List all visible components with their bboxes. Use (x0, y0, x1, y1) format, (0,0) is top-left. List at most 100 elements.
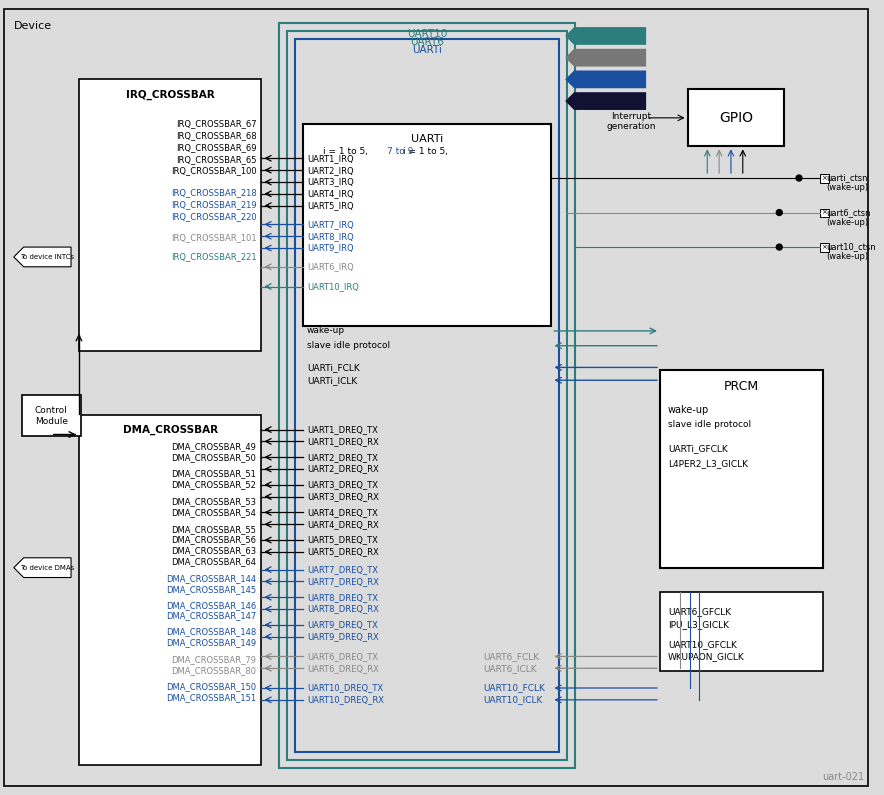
Text: uart-021: uart-021 (822, 772, 865, 781)
Text: IRQ_CROSSBAR_101: IRQ_CROSSBAR_101 (171, 233, 256, 242)
Text: UART9_DREQ_TX: UART9_DREQ_TX (307, 620, 377, 630)
FancyBboxPatch shape (688, 89, 784, 146)
Text: UART5_DREQ_TX: UART5_DREQ_TX (307, 536, 377, 545)
Text: Device: Device (14, 21, 52, 31)
Text: IRQ_CROSSBAR_221: IRQ_CROSSBAR_221 (171, 253, 256, 262)
Text: IRQ_CROSSBAR_219: IRQ_CROSSBAR_219 (171, 200, 256, 209)
Text: UART10_DREQ_RX: UART10_DREQ_RX (307, 696, 384, 704)
Text: UART2_DREQ_TX: UART2_DREQ_TX (307, 452, 377, 462)
Text: slave idle protocol: slave idle protocol (307, 341, 390, 351)
FancyBboxPatch shape (22, 395, 81, 436)
Text: DMA_CROSSBAR_64: DMA_CROSSBAR_64 (171, 557, 256, 566)
Text: UARTi_FCLK: UARTi_FCLK (307, 363, 360, 372)
Text: DMA_CROSSBAR_50: DMA_CROSSBAR_50 (171, 452, 256, 462)
Text: slave idle protocol: slave idle protocol (667, 420, 751, 429)
Text: UART6_DREQ_TX: UART6_DREQ_TX (307, 652, 377, 661)
Text: UART4_IRQ: UART4_IRQ (307, 189, 354, 198)
Text: UART6_FCLK: UART6_FCLK (484, 652, 539, 661)
Text: 7 to 9: 7 to 9 (386, 147, 413, 157)
Text: DMA_CROSSBAR_52: DMA_CROSSBAR_52 (171, 480, 256, 489)
Text: UART1_DREQ_RX: UART1_DREQ_RX (307, 437, 378, 446)
Text: Module: Module (34, 417, 68, 426)
Text: UART1_DREQ_TX: UART1_DREQ_TX (307, 425, 377, 434)
Text: DMA_CROSSBAR_49: DMA_CROSSBAR_49 (171, 442, 256, 451)
Text: DMA_CROSSBAR_56: DMA_CROSSBAR_56 (171, 536, 256, 545)
Polygon shape (565, 71, 646, 88)
Text: UART10_ICLK: UART10_ICLK (484, 696, 543, 704)
Text: UART10_IRQ: UART10_IRQ (307, 282, 359, 291)
Text: IRQ_CROSSBAR_69: IRQ_CROSSBAR_69 (176, 143, 256, 152)
Text: L4_WKUP: L4_WKUP (586, 32, 634, 41)
FancyBboxPatch shape (79, 80, 262, 351)
Text: L4_PER1: L4_PER1 (589, 53, 631, 62)
FancyBboxPatch shape (819, 174, 828, 183)
Text: UART5_DREQ_RX: UART5_DREQ_RX (307, 548, 378, 556)
FancyBboxPatch shape (819, 208, 828, 218)
Text: uart10_ctsn: uart10_ctsn (827, 242, 876, 251)
Text: wake-up: wake-up (667, 405, 709, 415)
Text: IRQ_CROSSBAR: IRQ_CROSSBAR (126, 89, 215, 99)
Text: UART5_IRQ: UART5_IRQ (307, 201, 354, 210)
Polygon shape (565, 92, 646, 110)
Text: To device DMAs: To device DMAs (20, 564, 74, 571)
Text: UART10_FCLK: UART10_FCLK (484, 684, 545, 692)
Text: UART10: UART10 (407, 29, 447, 39)
Text: UART7_IRQ: UART7_IRQ (307, 220, 354, 229)
FancyBboxPatch shape (819, 243, 828, 252)
Text: DMA_CROSSBAR_54: DMA_CROSSBAR_54 (171, 508, 256, 517)
Text: UART4_DREQ_TX: UART4_DREQ_TX (307, 508, 377, 517)
Text: UART3_DREQ_RX: UART3_DREQ_RX (307, 492, 378, 501)
Text: UART3_IRQ: UART3_IRQ (307, 177, 354, 187)
Text: DMA_CROSSBAR_147: DMA_CROSSBAR_147 (166, 611, 256, 620)
Text: L4PER2_L3_GICLK: L4PER2_L3_GICLK (667, 460, 748, 468)
Text: i = 1 to 5,: i = 1 to 5, (323, 147, 370, 157)
FancyBboxPatch shape (660, 592, 823, 671)
Polygon shape (565, 48, 646, 67)
FancyBboxPatch shape (79, 415, 262, 765)
Text: UART6_ICLK: UART6_ICLK (484, 664, 537, 673)
Text: UART2_IRQ: UART2_IRQ (307, 165, 354, 175)
Polygon shape (14, 247, 71, 267)
Text: IRQ_CROSSBAR_65: IRQ_CROSSBAR_65 (176, 155, 256, 164)
Text: Control: Control (35, 406, 68, 415)
Text: UARTi_ICLK: UARTi_ICLK (307, 376, 357, 385)
Text: UART8_DREQ_RX: UART8_DREQ_RX (307, 604, 378, 614)
Text: DMA_CROSSBAR_63: DMA_CROSSBAR_63 (171, 546, 256, 556)
Text: UARTi: UARTi (411, 134, 443, 144)
Text: DMA_CROSSBAR_146: DMA_CROSSBAR_146 (166, 601, 256, 610)
Text: (wake-up): (wake-up) (827, 253, 869, 262)
Text: DMA_CROSSBAR_55: DMA_CROSSBAR_55 (171, 525, 256, 533)
Polygon shape (14, 558, 71, 577)
Text: UART10_DREQ_TX: UART10_DREQ_TX (307, 684, 383, 692)
Text: DMA_CROSSBAR_151: DMA_CROSSBAR_151 (166, 693, 256, 702)
Text: (wake-up): (wake-up) (827, 218, 869, 227)
Text: DMA_CROSSBAR_149: DMA_CROSSBAR_149 (166, 638, 256, 647)
FancyBboxPatch shape (660, 370, 823, 568)
Circle shape (776, 210, 782, 215)
Text: (wake-up): (wake-up) (827, 184, 869, 192)
Text: UART10_GFCLK: UART10_GFCLK (667, 640, 736, 649)
Text: DMA_CROSSBAR_51: DMA_CROSSBAR_51 (171, 470, 256, 479)
Polygon shape (565, 27, 646, 45)
Text: GPIO: GPIO (719, 111, 753, 125)
Text: WKUPAON_GICLK: WKUPAON_GICLK (667, 653, 744, 661)
Circle shape (796, 175, 802, 181)
Text: UART8_IRQ: UART8_IRQ (307, 231, 354, 241)
Text: DMA_CROSSBAR_79: DMA_CROSSBAR_79 (171, 655, 256, 664)
FancyBboxPatch shape (303, 124, 552, 326)
Text: ×: × (820, 175, 827, 181)
Text: IRQ_CROSSBAR_220: IRQ_CROSSBAR_220 (171, 212, 256, 221)
Text: UART1_IRQ: UART1_IRQ (307, 153, 354, 163)
Text: uart6_ctsn: uart6_ctsn (827, 208, 871, 217)
Text: L4_PER2: L4_PER2 (589, 75, 631, 84)
Text: UART7_DREQ_TX: UART7_DREQ_TX (307, 565, 377, 574)
Text: ×: × (820, 210, 827, 215)
Text: UART6: UART6 (410, 37, 444, 47)
Text: DMA_CROSSBAR_145: DMA_CROSSBAR_145 (166, 585, 256, 594)
Text: UART3_DREQ_TX: UART3_DREQ_TX (307, 480, 377, 489)
Text: ×: × (820, 244, 827, 250)
Text: UART8_DREQ_TX: UART8_DREQ_TX (307, 593, 377, 602)
Text: IPU_L3_GICLK: IPU_L3_GICLK (667, 620, 728, 629)
Text: IRQ_CROSSBAR_100: IRQ_CROSSBAR_100 (171, 167, 256, 176)
Text: UARTi: UARTi (412, 45, 442, 55)
